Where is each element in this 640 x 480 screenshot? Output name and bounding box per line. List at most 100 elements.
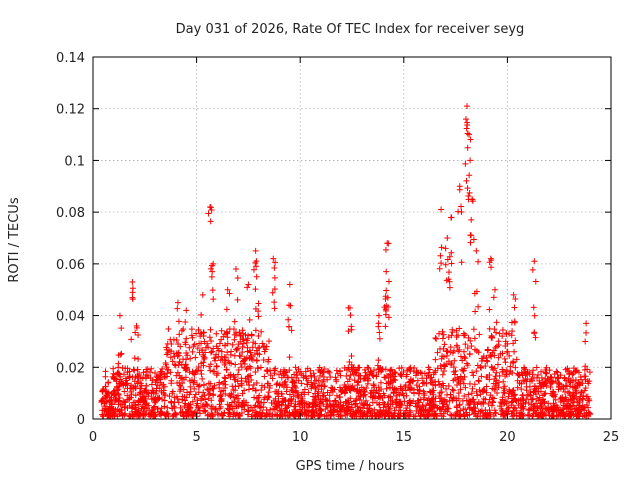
background-point xyxy=(393,392,400,399)
background-point xyxy=(356,364,363,371)
background-point xyxy=(221,374,228,381)
background-point xyxy=(495,354,502,361)
background-point xyxy=(165,326,172,333)
background-point xyxy=(161,374,168,381)
background-point xyxy=(440,382,447,389)
peak-cluster-point xyxy=(385,278,392,285)
background-point xyxy=(347,387,354,394)
peak-cluster-point xyxy=(135,355,142,362)
background-point xyxy=(377,379,384,386)
background-point xyxy=(553,402,560,409)
background-point xyxy=(497,399,504,406)
y-tick-label: 0.02 xyxy=(56,361,85,376)
background-point xyxy=(144,405,151,412)
background-point xyxy=(513,407,520,414)
background-point xyxy=(116,394,123,401)
background-point xyxy=(327,373,334,380)
background-point xyxy=(264,393,271,400)
background-point xyxy=(416,383,423,390)
background-point xyxy=(305,389,312,396)
background-point xyxy=(563,396,570,403)
peak-cluster-point xyxy=(255,333,262,340)
background-point xyxy=(480,399,487,406)
background-point xyxy=(473,368,480,375)
peak-point xyxy=(232,266,239,273)
background-point xyxy=(238,375,245,382)
background-point xyxy=(335,401,342,408)
background-point xyxy=(115,401,122,408)
background-point xyxy=(448,394,455,401)
peak-cluster-point xyxy=(288,327,295,334)
background-point xyxy=(552,396,559,403)
peak-cluster-point xyxy=(183,335,190,342)
background-point xyxy=(237,413,244,420)
background-point xyxy=(178,327,185,334)
background-point xyxy=(563,410,570,417)
y-tick-label: 0.14 xyxy=(56,51,85,66)
background-point xyxy=(106,408,113,415)
peak-point xyxy=(129,278,136,285)
peak-cluster-point xyxy=(529,266,536,273)
peak-cluster-point xyxy=(226,290,233,297)
background-point xyxy=(231,336,238,343)
data-points xyxy=(98,103,594,420)
background-point xyxy=(475,378,482,385)
background-point xyxy=(188,377,195,384)
background-point xyxy=(292,403,299,410)
background-point xyxy=(216,401,223,408)
background-point xyxy=(110,370,117,377)
peak-cluster-point xyxy=(464,130,471,137)
background-point xyxy=(566,403,573,410)
background-point xyxy=(228,360,235,367)
background-point xyxy=(289,378,296,385)
background-point xyxy=(195,383,202,390)
background-point xyxy=(566,383,573,390)
background-point xyxy=(149,387,156,394)
background-point xyxy=(164,404,171,411)
background-point xyxy=(258,386,265,393)
background-point xyxy=(217,357,224,364)
background-point xyxy=(471,335,478,342)
background-point xyxy=(344,411,351,418)
background-point xyxy=(195,326,202,333)
background-point xyxy=(357,388,364,395)
peak-cluster-point xyxy=(115,360,122,367)
peak-cluster-point xyxy=(458,203,465,210)
background-point xyxy=(578,389,585,396)
peak-cluster-point xyxy=(286,302,293,309)
background-point xyxy=(417,413,424,420)
background-point xyxy=(119,412,126,419)
peak-point xyxy=(253,273,260,280)
background-point xyxy=(282,378,289,385)
background-point xyxy=(265,410,272,417)
background-point xyxy=(266,338,273,345)
peak-cluster-point xyxy=(532,334,539,341)
background-point xyxy=(508,332,515,339)
background-point xyxy=(240,397,247,404)
background-point xyxy=(499,366,506,373)
background-point xyxy=(386,406,393,413)
background-point xyxy=(172,362,179,369)
peak-cluster-point xyxy=(385,314,392,321)
background-point xyxy=(205,380,212,387)
background-point xyxy=(116,397,123,404)
background-point xyxy=(569,371,576,378)
background-point xyxy=(234,371,241,378)
peak-cluster-point xyxy=(255,300,262,307)
background-point xyxy=(99,396,106,403)
peak-cluster-point xyxy=(512,295,519,302)
background-point xyxy=(567,411,574,418)
background-point xyxy=(246,363,253,370)
background-point xyxy=(263,406,270,413)
background-point xyxy=(569,402,576,409)
background-point xyxy=(141,388,148,395)
background-point xyxy=(480,353,487,360)
background-point xyxy=(363,405,370,412)
background-point xyxy=(511,391,518,398)
background-point xyxy=(239,390,246,397)
background-point xyxy=(482,407,489,414)
background-point xyxy=(381,374,388,381)
background-point xyxy=(477,364,484,371)
peak-cluster-point xyxy=(133,324,140,331)
peak-cluster-point xyxy=(491,352,498,359)
